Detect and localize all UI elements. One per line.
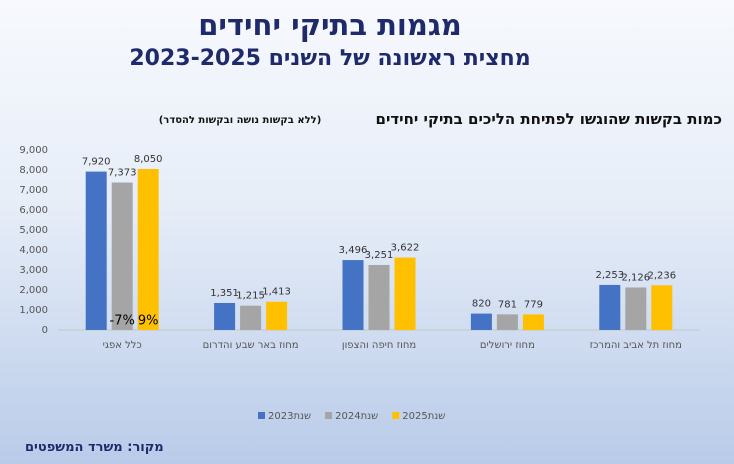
- legend-swatch: [392, 412, 400, 419]
- y-tick-label: 8,000: [19, 165, 48, 176]
- y-tick-label: 4,000: [19, 245, 48, 256]
- value-label: 781: [498, 299, 517, 310]
- value-label: 3,496: [339, 245, 368, 256]
- bar: [470, 313, 492, 330]
- value-label: 2,236: [647, 270, 676, 281]
- bar: [496, 314, 518, 330]
- value-label: 779: [524, 299, 543, 310]
- legend-label: שנת2023: [268, 411, 311, 422]
- bar: [137, 169, 159, 330]
- source: מקור: משרד המשפטים: [25, 440, 164, 455]
- value-label: 7,373: [108, 168, 137, 179]
- x-tick-label: מחוז ירושלים: [480, 340, 535, 351]
- bar: [214, 302, 236, 330]
- chart-note: (ללא בקשות נושה ובקשות להסדר): [158, 115, 322, 126]
- value-label: 1,413: [262, 287, 291, 298]
- value-label: 3,622: [391, 243, 420, 254]
- bar: [266, 301, 288, 330]
- legend-swatch: [325, 412, 333, 419]
- bar: [625, 287, 647, 330]
- value-label: 7,920: [82, 157, 111, 168]
- bar: [111, 182, 133, 330]
- y-tick-label: 7,000: [19, 185, 48, 196]
- bar: [394, 257, 416, 330]
- bar: [522, 314, 544, 330]
- y-tick-label: 5,000: [19, 225, 48, 236]
- value-label: 2,126: [621, 272, 650, 283]
- x-tick-label: מחוז באר שבע והדרום: [203, 340, 299, 351]
- y-tick-label: 6,000: [19, 205, 48, 216]
- bar: [240, 305, 262, 330]
- bar: [368, 264, 390, 330]
- legend-label: שנת2024: [335, 411, 378, 422]
- value-label: 1,215: [236, 291, 265, 302]
- y-tick-label: 1,000: [19, 305, 48, 316]
- bar: [85, 171, 107, 330]
- slide-subtitle: מחצית ראשונה של השנים 2023-2025: [129, 46, 531, 71]
- chart-title: כמות בקשות שהוגשו לפתיחת הליכים בתיקי יח…: [375, 110, 723, 128]
- x-tick-label: כלל אפגי: [103, 340, 142, 351]
- y-tick-label: 0: [42, 325, 48, 336]
- x-tick-label: מחוז חיפה והצפון: [342, 340, 416, 351]
- legend-swatch: [258, 412, 265, 419]
- y-tick-label: 3,000: [19, 265, 48, 276]
- bar: [342, 260, 364, 330]
- value-label: 820: [472, 299, 491, 310]
- annotation: -7%: [110, 314, 135, 329]
- slide-title: מגמות בתיקי יחידים: [198, 8, 462, 42]
- bar: [651, 285, 673, 330]
- bar: [599, 284, 621, 330]
- y-tick-label: 2,000: [19, 285, 48, 296]
- annotation: 9%: [138, 314, 159, 329]
- value-label: 1,351: [210, 288, 239, 299]
- legend-label: שנת2025: [402, 411, 445, 422]
- value-label: 3,251: [365, 250, 394, 261]
- value-label: 8,050: [134, 154, 163, 165]
- value-label: 2,253: [595, 270, 624, 281]
- y-tick-label: 9,000: [19, 145, 48, 156]
- x-tick-label: מחוז תל אביב והמרכז: [590, 340, 682, 351]
